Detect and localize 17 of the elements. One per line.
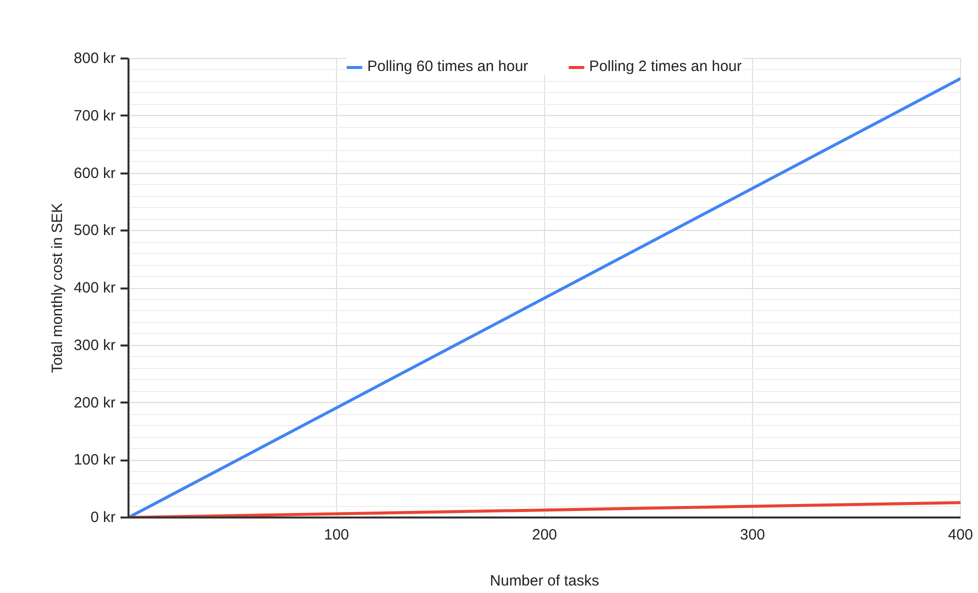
x-tick-label: 300 [740,526,766,544]
legend-label: Polling 60 times an hour [367,58,528,75]
x-tick-label: 400 [948,526,974,544]
x-axis-title: Number of tasks [490,572,600,590]
x-tick-label: 100 [324,526,350,544]
y-tick-label: 0 kr [90,509,116,526]
y-tick-label: 400 kr [74,280,116,296]
x-tick-label: 200 [532,526,558,544]
y-tick-label: 600 kr [74,164,116,182]
y-tick-label: 100 kr [74,452,116,469]
y-tick-label: 200 kr [74,394,116,412]
y-tick-label: 500 kr [74,222,116,240]
y-tick-label: 700 kr [74,107,116,124]
legend-label: Polling 2 times an hour [589,58,742,75]
y-tick-label: 800 kr [74,50,116,67]
y-axis-title: Total monthly cost in SEK [48,202,66,374]
y-tick-label: 300 kr [74,336,116,354]
